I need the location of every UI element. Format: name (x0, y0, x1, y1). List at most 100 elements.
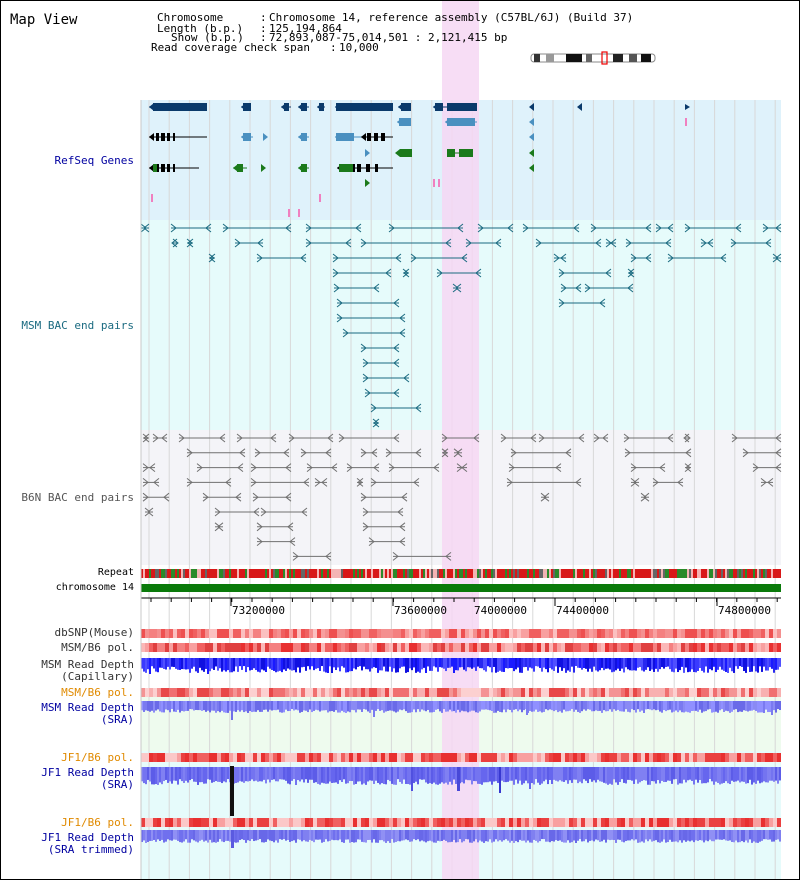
jf1-b6-pol-cell (245, 753, 249, 762)
msm-depth-cap-bar (691, 658, 693, 670)
jf1-depth-bar (167, 767, 169, 783)
repeat-block (291, 569, 293, 578)
dbsnp-cell (669, 629, 673, 638)
dbsnp-cell (661, 629, 665, 638)
msm-depth-cap-bar (359, 658, 361, 667)
track-label-jf1-read-depth-trim[interactable]: JF1 Read Depth (SRA trimmed) (41, 832, 134, 856)
track-label-dbsnp[interactable]: dbSNP(Mouse) (54, 626, 134, 639)
jf1-depth-trim-bar (363, 830, 365, 843)
jf1-depth-bar (395, 767, 397, 785)
msm-depth-sra-bar (281, 701, 283, 713)
jf1-depth-trim-bar (581, 830, 583, 842)
dbsnp-cell (545, 629, 549, 638)
jf1-b6-pol-cell (441, 753, 445, 762)
jf1-b6-pol-trim-cell (393, 818, 397, 827)
gene-small-mark (685, 118, 687, 126)
jf1-depth-bar (289, 767, 291, 785)
msm-depth-cap-bar (485, 658, 487, 672)
msm-b6-pol-sra-cell (193, 688, 197, 697)
msm-depth-sra-bar (473, 701, 475, 711)
msm-depth-cap-bar (457, 658, 459, 671)
msm-depth-sra-bar (335, 701, 337, 711)
msm-bac-pair-end (627, 268, 634, 278)
track-label-line2: (SRA) (100, 778, 134, 791)
repeat-block (659, 569, 661, 578)
msm-bac-pair-end (762, 223, 769, 233)
track-label-msm-bac[interactable]: MSM BAC end pairs (21, 319, 134, 332)
msm-b6-pol-cell (337, 643, 341, 652)
jf1-depth-bar (461, 767, 463, 783)
jf1-b6-pol-trim-cell (425, 818, 429, 827)
jf1-depth-trim-bar-spike (231, 830, 234, 848)
track-label-jf1-b6-pol-trim[interactable]: JF1/B6 pol. (61, 816, 134, 829)
msm-b6-pol-sra-cell (653, 688, 657, 697)
jf1-b6-pol-cell (317, 753, 321, 762)
repeat-block (459, 569, 461, 578)
msm-depth-sra-bar (163, 701, 165, 713)
msm-depth-sra-bar (643, 701, 645, 713)
jf1-depth-trim-bar (185, 830, 187, 840)
track-label-msm-read-depth-sra[interactable]: MSM Read Depth (SRA) (41, 702, 134, 726)
b6n-bac-pair-end (270, 433, 277, 443)
track-label-msm-b6-pol[interactable]: MSM/B6 pol. (61, 641, 134, 654)
track-label-jf1-read-depth[interactable]: JF1 Read Depth (SRA) (41, 767, 134, 791)
b6n-bac-pair-end (338, 433, 345, 443)
repeat-block (567, 569, 569, 578)
repeat-block (501, 569, 503, 578)
repeat-block (675, 569, 677, 578)
track-label-b6n-bac[interactable]: B6N BAC end pairs (21, 491, 134, 504)
b6n-bac-pair-end (775, 463, 782, 472)
track-label-jf1-b6-pol[interactable]: JF1/B6 pol. (61, 751, 134, 764)
jf1-depth-bar (493, 767, 495, 782)
gene-strand-arrow (529, 133, 534, 141)
msm-depth-sra-bar (737, 701, 739, 713)
msm-bac-pair-end (373, 418, 380, 428)
jf1-b6-pol-trim-cell (233, 818, 237, 827)
gene-strand-arrow (233, 164, 238, 172)
msm-depth-cap-bar (429, 658, 431, 671)
msm-depth-sra-bar (719, 701, 721, 711)
msm-bac-pair-end (256, 253, 263, 263)
jf1-b6-pol-trim-cell (597, 818, 601, 827)
msm-depth-cap-bar (613, 658, 615, 672)
msm-bac-pair-end (403, 373, 410, 383)
msm-depth-cap-bar (679, 658, 681, 671)
jf1-depth-trim-bar (469, 830, 471, 843)
msm-depth-sra-bar (661, 701, 663, 713)
msm-depth-sra-bar (751, 701, 753, 711)
jf1-b6-pol-cell (241, 753, 245, 762)
dbsnp-cell (685, 629, 689, 638)
jf1-depth-bar (733, 767, 735, 782)
repeat-block (165, 569, 167, 578)
track-label-msm-b6-pol-sra[interactable]: MSM/B6 pol. (61, 686, 134, 699)
jf1-depth-trim-bar (567, 830, 569, 841)
track-label-line1: MSM Read Depth (41, 701, 134, 714)
track-label-refseq[interactable]: RefSeq Genes (54, 154, 134, 167)
jf1-b6-pol-trim-cell (433, 818, 437, 827)
jf1-depth-trim-bar (443, 830, 445, 840)
b6n-bac-pair-end (325, 448, 332, 458)
repeat-block (251, 569, 253, 578)
jf1-depth-trim-bar (501, 830, 503, 842)
msm-depth-sra-bar (345, 701, 347, 713)
msm-depth-cap-bar (635, 658, 637, 671)
msm-bac-pair-end (610, 238, 617, 248)
jf1-b6-pol-cell (409, 753, 413, 762)
jf1-depth-trim-bar (309, 830, 311, 840)
msm-depth-cap-bar (519, 658, 521, 673)
msm-b6-pol-cell (493, 643, 497, 652)
jf1-depth-bar (779, 767, 781, 781)
msm-depth-cap-bar (427, 658, 429, 667)
msm-depth-cap-bar (401, 658, 403, 667)
jf1-depth-trim-bar (143, 830, 145, 841)
msm-depth-cap-bar (725, 658, 727, 672)
b6n-bac-pair-end (289, 537, 296, 546)
jf1-depth-bar (371, 767, 373, 781)
msm-depth-sra-bar (463, 701, 465, 712)
msm-depth-cap-bar (515, 658, 517, 670)
jf1-depth-bar (543, 767, 545, 782)
msm-b6-pol-cell (537, 643, 541, 652)
track-label-msm-read-depth-cap[interactable]: MSM Read Depth (Capillary) (41, 659, 134, 683)
msm-depth-sra-bar-spike (373, 701, 375, 717)
msm-depth-sra-bar (317, 701, 319, 711)
